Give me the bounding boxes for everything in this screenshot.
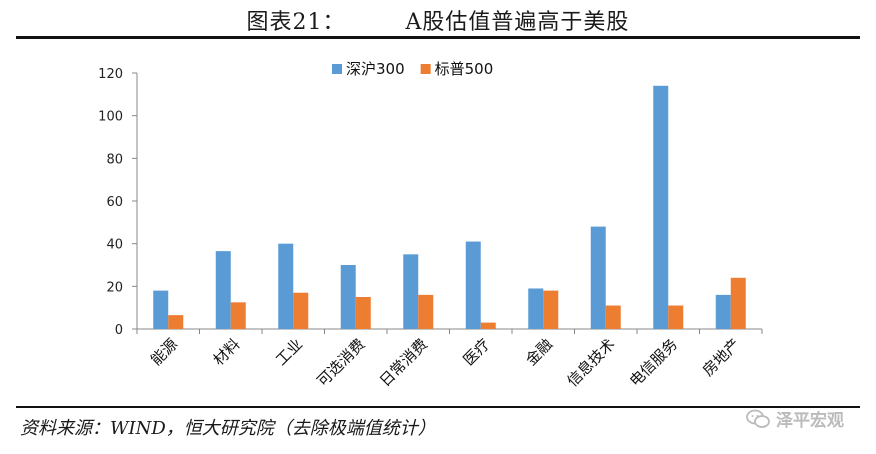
x-tick-label: 金融 xyxy=(522,335,556,369)
figure-label: 图表21： xyxy=(246,10,346,35)
y-tick-label: 20 xyxy=(106,280,123,295)
bar-sp500 xyxy=(418,294,434,329)
bar-sp500 xyxy=(543,290,559,329)
bar-csi300 xyxy=(340,265,356,329)
bar-csi300 xyxy=(278,243,294,329)
bar-csi300 xyxy=(153,290,169,329)
y-tick-label: 0 xyxy=(115,323,123,338)
top-rule xyxy=(16,36,860,39)
legend-label: 标普500 xyxy=(435,60,494,78)
bar-sp500 xyxy=(605,305,621,329)
bar-sp500 xyxy=(480,322,496,329)
bar-sp500 xyxy=(730,277,746,329)
legend-swatch xyxy=(332,64,342,74)
watermark: 泽平宏观 xyxy=(746,406,844,431)
x-tick-label: 房地产 xyxy=(699,335,744,380)
chart-title: 图表21： A股估值普遍高于美股 xyxy=(0,4,876,36)
figure-title: A股估值普遍高于美股 xyxy=(405,10,630,35)
bar-csi300 xyxy=(403,254,419,329)
x-tick-label: 材料 xyxy=(210,335,244,369)
watermark-text: 泽平宏观 xyxy=(776,411,844,431)
x-tick-label: 信息技术 xyxy=(563,335,618,390)
x-tick-label: 能源 xyxy=(147,335,181,369)
x-tick-label: 电信服务 xyxy=(626,335,681,390)
bar-sp500 xyxy=(230,302,246,329)
bar-csi300 xyxy=(528,288,544,329)
bar-sp500 xyxy=(355,297,371,329)
x-tick-label: 工业 xyxy=(272,335,306,369)
bar-chart: 0 20 40 60 80 100 120 能源 材料 工业 可选消费 日常消费 医疗 金融 信息技术 电信服… xyxy=(98,60,763,390)
source-note: 资料来源：WIND，恒大研究院（去除极端值统计） xyxy=(20,418,436,439)
legend-swatch xyxy=(420,64,431,74)
y-tick-label: 100 xyxy=(98,110,123,125)
y-tick-label: 60 xyxy=(106,195,123,210)
bar-sp500 xyxy=(668,305,684,329)
bar-sp500 xyxy=(168,315,184,329)
y-tick-label: 80 xyxy=(106,152,123,167)
wechat-icon xyxy=(746,409,770,428)
bottom-rule xyxy=(16,406,860,408)
x-tick-label: 医疗 xyxy=(460,335,494,369)
bar-csi300 xyxy=(590,226,606,329)
x-tick-label: 日常消费 xyxy=(376,335,431,390)
x-tick-label: 可选消费 xyxy=(313,335,368,390)
bar-csi300 xyxy=(215,251,231,329)
y-tick-label: 120 xyxy=(98,67,123,82)
bar-csi300 xyxy=(715,294,731,329)
bar-sp500 xyxy=(293,292,309,329)
legend-label: 深沪300 xyxy=(346,60,405,78)
bar-csi300 xyxy=(465,241,481,329)
y-tick-label: 40 xyxy=(106,238,123,253)
bar-csi300 xyxy=(653,85,669,329)
